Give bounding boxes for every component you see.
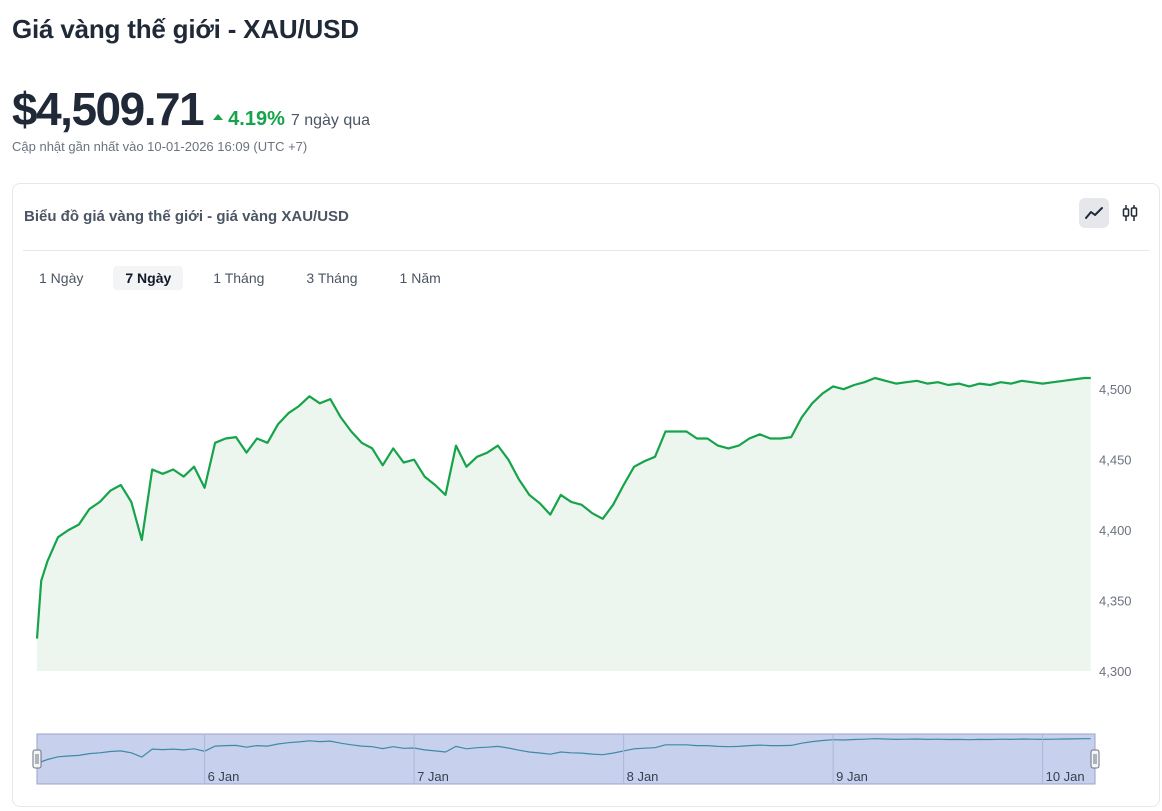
y-tick-label: 4,300 — [1099, 664, 1132, 679]
price-line — [35, 376, 1091, 639]
navigator: 6 Jan 7 Jan 8 Jan 9 Jan 10 Jan — [32, 733, 1100, 785]
y-tick-label: 4,450 — [1099, 453, 1132, 468]
chart-card: Biểu đồ giá vàng thế giới - giá vàng XAU… — [12, 183, 1160, 807]
candlestick-button[interactable] — [1115, 198, 1145, 228]
last-updated: Cập nhật gần nhất vào 10-01-2026 16:09 (… — [12, 139, 308, 154]
page-title: Giá vàng thế giới - XAU/USD — [12, 14, 359, 44]
price-change: 4.19% 7 ngày qua — [213, 108, 370, 131]
main-plot — [35, 376, 1091, 671]
range-tab-7-days[interactable]: 7 Ngày — [113, 266, 184, 290]
x-tick-label: 9 Jan — [836, 769, 868, 784]
change-percent: 4.19% — [228, 108, 285, 130]
current-price: $4,509.71 — [12, 83, 205, 135]
range-tab-1-year[interactable]: 1 Năm — [399, 270, 441, 286]
x-tick-label: 8 Jan — [627, 769, 659, 784]
line-chart-button[interactable] — [1079, 198, 1109, 228]
navigator-handle-right[interactable] — [1090, 749, 1100, 769]
y-tick-label: 4,500 — [1099, 382, 1132, 397]
triangle-up-icon — [213, 114, 224, 120]
y-tick-label: 4,400 — [1099, 523, 1132, 538]
x-tick-label: 10 Jan — [1046, 769, 1085, 784]
card-divider — [23, 250, 1149, 251]
navigator-handle-left[interactable] — [32, 749, 42, 769]
range-tab-3-months[interactable]: 3 Tháng — [306, 270, 358, 286]
y-axis: 4,300 4,350 4,400 4,450 4,500 — [1099, 382, 1132, 679]
candlestick-icon — [1122, 205, 1138, 221]
change-period: 7 ngày qua — [290, 112, 371, 129]
x-tick-label: 7 Jan — [417, 769, 449, 784]
y-tick-label: 4,350 — [1099, 594, 1132, 609]
line-chart-icon — [1085, 207, 1103, 219]
range-tabs: 1 Ngày 7 Ngày 1 Tháng 3 Tháng 1 Năm — [27, 266, 471, 290]
area-fill — [37, 378, 1091, 671]
price-row: $4,509.71 4.19% 7 ngày qua — [12, 82, 370, 136]
chart-title: Biểu đồ giá vàng thế giới - giá vàng XAU… — [24, 208, 349, 225]
range-tab-1-month[interactable]: 1 Tháng — [213, 270, 265, 286]
price-chart[interactable]: 4,300 4,350 4,400 4,450 4,500 6 Jan 7 Jan 8 Ja… — [13, 184, 1161, 808]
navigator-window — [36, 733, 1096, 785]
range-tab-1-day[interactable]: 1 Ngày — [39, 270, 84, 286]
x-tick-label: 6 Jan — [208, 769, 240, 784]
chart-view-toggle — [1079, 198, 1145, 228]
